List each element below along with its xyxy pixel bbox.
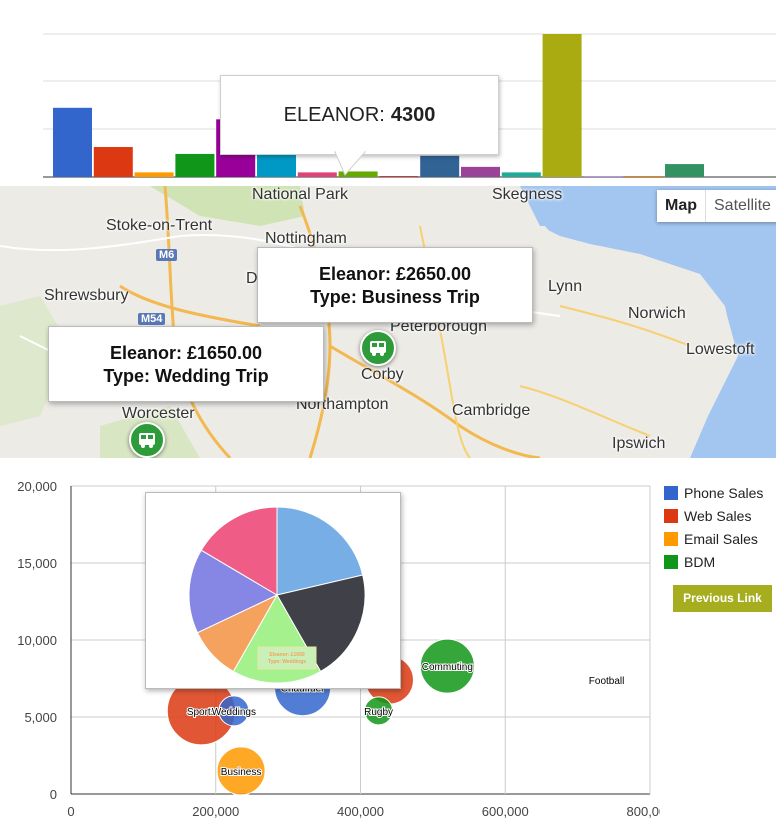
map-type-map-button[interactable]: Map: [657, 190, 706, 222]
y-tick-label: 5,000: [24, 710, 57, 725]
pie-slice[interactable]: [276, 506, 364, 596]
y-tick-label: 0: [50, 787, 57, 802]
bubble[interactable]: [216, 746, 266, 796]
bar[interactable]: [379, 176, 419, 177]
previous-link-button[interactable]: Previous Link: [673, 585, 772, 612]
legend-label: Web Sales: [684, 508, 752, 524]
info-amount: Eleanor: £2650.00: [318, 264, 472, 284]
map-view[interactable]: National Park Skegness Stoke-on-Trent No…: [0, 186, 776, 458]
bubble-label: Commuting: [422, 662, 473, 673]
city-label: Cambridge: [452, 402, 531, 419]
pie-slice[interactable]: [276, 574, 366, 673]
legend-swatch: [664, 509, 678, 523]
bar[interactable]: [338, 171, 378, 177]
bubble[interactable]: [419, 638, 475, 694]
y-tick-label: 20,000: [17, 479, 57, 494]
bubble[interactable]: [218, 695, 250, 727]
x-tick-label: 200,000: [192, 804, 239, 819]
bar[interactable]: [257, 153, 296, 177]
bubble-label: Weddings: [212, 707, 256, 718]
city-label: Stoke-on-Trent: [106, 217, 213, 234]
x-tick-label: 0: [67, 804, 74, 819]
bubble-label: Rugby: [364, 707, 393, 718]
tooltip-value: 4300: [390, 103, 436, 126]
pie-label-box: [257, 646, 317, 670]
legend-item: Phone Sales: [664, 484, 763, 502]
bar[interactable]: [461, 166, 500, 177]
bar-tooltip: ELEANOR: 4300: [220, 75, 499, 155]
bus-marker-icon[interactable]: [360, 330, 396, 366]
pie-label-line1: Eleanor: £1650: [269, 652, 305, 658]
x-tick-label: 400,000: [337, 804, 384, 819]
city-label: Corby: [361, 366, 404, 383]
city-label: Skegness: [492, 186, 563, 203]
info-amount: Eleanor: £1650.00: [109, 343, 263, 363]
bar[interactable]: [624, 176, 664, 177]
pie-chart-svg: Eleanor: £1650 Type: Weddings: [188, 506, 366, 684]
bubble-label: Business: [221, 767, 262, 778]
bar[interactable]: [175, 153, 215, 177]
bar[interactable]: [542, 34, 582, 177]
bar[interactable]: [134, 172, 174, 177]
city-label: Nottingham: [265, 230, 347, 247]
city-label: Ipswich: [612, 435, 666, 452]
legend-label: BDM: [684, 554, 716, 570]
x-tick-label: 800,000: [627, 804, 661, 819]
pie-slice[interactable]: [200, 506, 278, 596]
bubble[interactable]: [364, 696, 394, 726]
road-shield: M6: [156, 249, 178, 261]
bar[interactable]: [420, 155, 460, 177]
x-tick-label: 600,000: [482, 804, 529, 819]
pie-popup: Eleanor: £1650 Type: Weddings: [145, 492, 401, 689]
info-type: Type: Wedding Trip: [103, 366, 269, 386]
bus-icon: [370, 341, 386, 356]
y-tick-label: 15,000: [17, 556, 57, 571]
bubble-label: Sports: [187, 707, 216, 718]
city-label: D: [246, 270, 258, 287]
bus-icon: [139, 433, 155, 448]
y-tick-label: 10,000: [17, 633, 57, 648]
map-info-window: Eleanor: £1650.00 Type: Wedding Trip: [48, 326, 324, 402]
road-shield: M54: [138, 313, 166, 325]
map-info-window: Eleanor: £2650.00 Type: Business Trip: [257, 247, 533, 323]
map-type-control: Map Satellite: [657, 190, 776, 222]
bar[interactable]: [93, 147, 133, 177]
city-label: National Park: [252, 186, 349, 203]
tooltip-pointer: [334, 151, 367, 176]
tooltip-name: ELEANOR:: [283, 103, 385, 126]
bubble-label: Football: [589, 676, 625, 687]
bus-marker-icon[interactable]: [129, 422, 165, 458]
pie-slice[interactable]: [188, 549, 279, 634]
legend-item: BDM: [664, 553, 715, 571]
bar[interactable]: [297, 172, 337, 177]
bar-chart: ELEANOR: 4300: [0, 0, 776, 186]
legend-label: Phone Sales: [684, 485, 764, 501]
legend-swatch: [664, 532, 678, 546]
legend-swatch: [664, 555, 678, 569]
bar[interactable]: [665, 164, 704, 177]
city-label: Lynn: [548, 278, 583, 295]
bar[interactable]: [501, 172, 541, 177]
pie-label-line2: Type: Weddings: [268, 659, 306, 665]
city-label: Norwich: [628, 305, 686, 322]
map-type-satellite-button[interactable]: Satellite: [706, 190, 776, 222]
city-label: Lowestoft: [686, 341, 755, 358]
legend-swatch: [664, 486, 678, 500]
legend-item: Web Sales: [664, 507, 751, 525]
city-label: Shrewsbury: [44, 287, 129, 304]
legend-label: Email Sales: [684, 531, 758, 547]
bar[interactable]: [53, 107, 92, 177]
info-type: Type: Business Trip: [310, 287, 480, 307]
legend-item: Email Sales: [664, 530, 758, 548]
city-label: Worcester: [122, 405, 195, 422]
